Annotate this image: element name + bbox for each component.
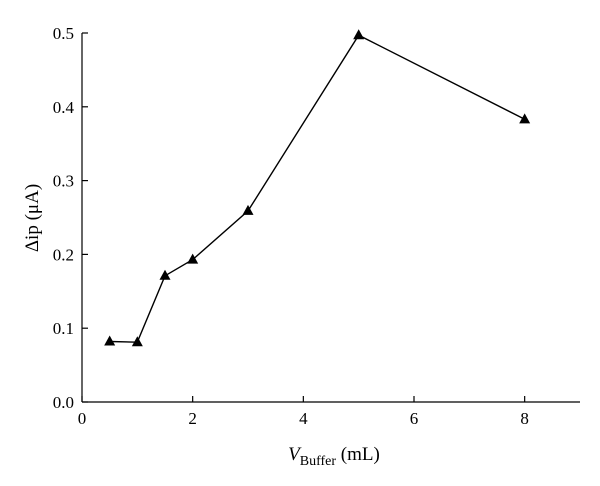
x-tick-label: 8 <box>520 409 529 428</box>
y-tick-label: 0.5 <box>53 24 74 43</box>
y-tick-label: 0.0 <box>53 393 74 412</box>
x-axis-label-sub: Buffer <box>300 454 337 469</box>
y-axis-label: Δip (μA) <box>22 184 43 252</box>
y-axis-ticks: 0.0 0.1 0.2 0.3 0.4 0.5 <box>53 24 88 412</box>
data-point-marker <box>104 335 116 346</box>
data-point-marker <box>131 336 143 347</box>
x-axis-ticks: 0 2 4 6 8 <box>78 396 529 428</box>
data-point-marker <box>159 269 171 280</box>
series-line <box>109 34 526 343</box>
x-axis-label-var: V <box>288 444 302 465</box>
axes <box>81 33 580 403</box>
data-point-marker <box>242 204 254 215</box>
x-tick-label: 4 <box>299 409 308 428</box>
y-tick-label: 0.4 <box>53 98 75 117</box>
series-layer <box>104 29 531 347</box>
y-tick-label: 0.2 <box>53 245 74 264</box>
x-axis-label: VBuffer (mL) <box>288 444 380 469</box>
y-tick-label: 0.1 <box>53 319 74 338</box>
x-axis-label-unit: (mL) <box>336 444 380 465</box>
x-tick-label: 2 <box>188 409 197 428</box>
data-point-marker <box>187 253 199 264</box>
data-point-marker <box>353 29 365 40</box>
y-tick-label: 0.3 <box>53 172 74 191</box>
x-tick-label: 6 <box>410 409 419 428</box>
data-point-marker <box>519 113 531 124</box>
x-tick-label: 0 <box>78 409 87 428</box>
